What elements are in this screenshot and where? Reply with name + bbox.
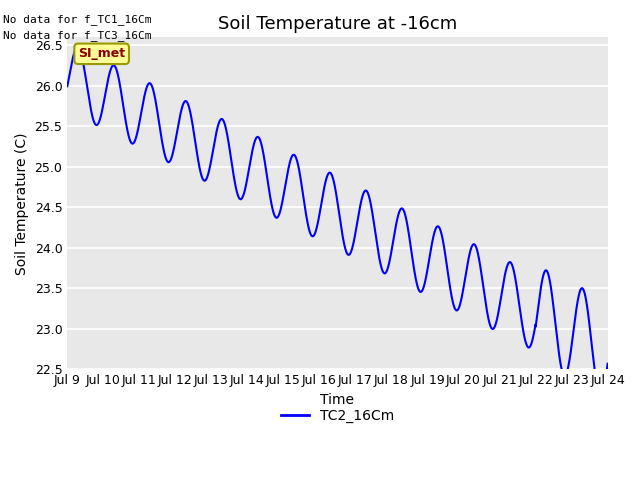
Y-axis label: Soil Temperature (C): Soil Temperature (C): [15, 132, 29, 275]
Legend: TC2_16Cm: TC2_16Cm: [275, 403, 399, 429]
Text: No data for f_TC1_16Cm: No data for f_TC1_16Cm: [3, 13, 152, 24]
Text: No data for f_TC3_16Cm: No data for f_TC3_16Cm: [3, 30, 152, 41]
Text: SI_met: SI_met: [78, 48, 125, 60]
X-axis label: Time: Time: [321, 393, 355, 407]
Title: Soil Temperature at -16cm: Soil Temperature at -16cm: [218, 15, 457, 33]
